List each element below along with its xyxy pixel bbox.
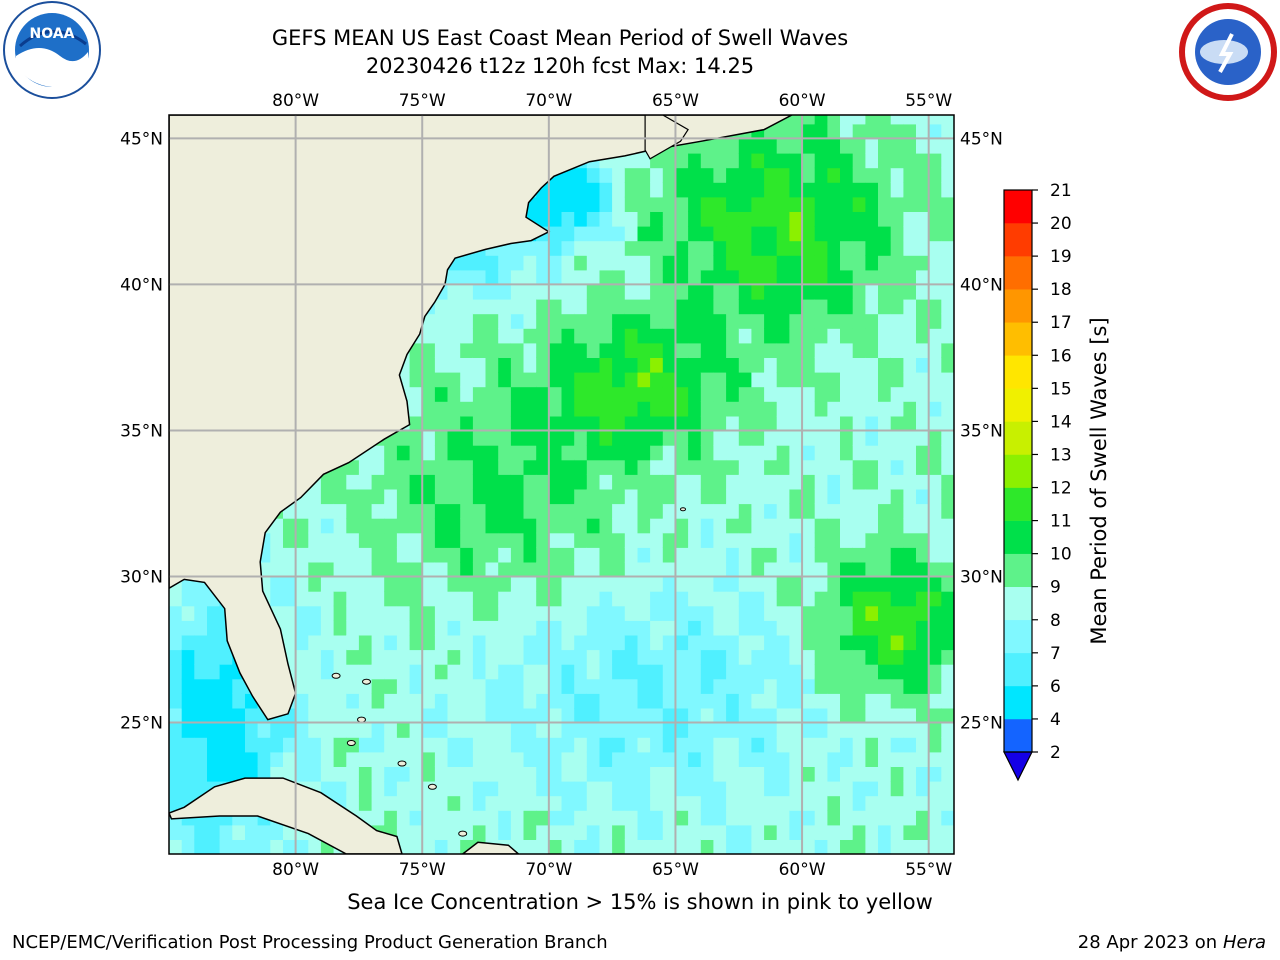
colorbar-tick-label: 21: [1050, 181, 1072, 201]
colorbar-tick-label: 7: [1050, 644, 1061, 664]
colorbar-tick-label: 8: [1050, 611, 1061, 631]
colorbar-swatch: [1004, 421, 1032, 455]
colorbar-tick-label: 4: [1050, 710, 1061, 730]
nova-scotia-land: [644, 115, 689, 160]
colorbar-swatch: [1004, 652, 1032, 687]
lat-tick-label-right: 30°N: [960, 568, 1003, 588]
colorbar-swatch: [1004, 190, 1032, 224]
colorbar-swatch: [1004, 256, 1032, 290]
lon-tick-label-top: 60°W: [779, 91, 826, 111]
run-date: 28 Apr 2023 on Hera: [1078, 932, 1266, 953]
lat-tick-label-left: 35°N: [120, 421, 163, 441]
sea-ice-caption: Sea Ice Concentration > 15% is shown in …: [347, 890, 933, 914]
bahamas-island: [427, 783, 437, 790]
axis-ticks: 80°W 80°W 75°W 75°W 70°W 70°W 65°W 65°W 60°W 60°W…: [120, 91, 1003, 880]
colorbar-swatch: [1004, 289, 1032, 323]
colorbar-swatch: [1004, 355, 1032, 389]
hispaniola-land: [461, 841, 520, 854]
noaa-logo: NOAA: [3, 1, 101, 99]
colorbar-tick-label: 11: [1050, 512, 1072, 532]
lon-tick-label-top: 70°W: [525, 91, 572, 111]
lon-tick-label-top: 80°W: [272, 91, 319, 111]
bahamas-island: [458, 830, 468, 837]
colorbar-tick-label: 17: [1050, 313, 1072, 333]
colorbar-tick-label: 19: [1050, 247, 1072, 267]
colorbar-tick-label: 6: [1050, 677, 1061, 697]
bermuda-island: [680, 507, 686, 512]
land-mask: [169, 115, 793, 854]
colorbar-swatch: [1004, 619, 1032, 654]
colorbar-swatch: [1004, 718, 1032, 753]
bahamas-island: [397, 760, 407, 767]
map-frame: [168, 114, 955, 855]
producer-credit: NCEP/EMC/Verification Post Processing Pr…: [12, 932, 608, 953]
lon-tick-label-top: 75°W: [399, 91, 446, 111]
lon-tick-label-top: 65°W: [652, 91, 699, 111]
colorbar-swatch: [1004, 520, 1032, 554]
lon-tick-label-top: 55°W: [905, 91, 952, 111]
colorbar: 2 4 6 7 8 9 10 11 12 13 14 15 16 17 18 19 20 21 Mean Perio…: [1003, 181, 1111, 782]
lat-lon-grid: [169, 115, 954, 854]
colorbar-swatch: [1004, 553, 1032, 588]
lat-tick-label-left: 40°N: [120, 275, 163, 295]
lat-tick-label-right: 25°N: [960, 714, 1003, 734]
us-east-coast-land: [169, 115, 793, 721]
colorbar-title: Mean Period of Swell Waves [s]: [1087, 317, 1111, 644]
chart-title: GEFS MEAN US East Coast Mean Period of S…: [271, 26, 849, 50]
cuba-land: [169, 777, 403, 854]
svg-text:NOAA: NOAA: [30, 26, 75, 42]
colorbar-min-extension: [1003, 751, 1033, 782]
colorbar-tick-label: 20: [1050, 214, 1072, 234]
colorbar-tick-label: 10: [1050, 545, 1072, 565]
colorbar-tick-label: 9: [1050, 578, 1061, 598]
lon-tick-label-bottom: 75°W: [399, 860, 446, 880]
nws-logo: [1179, 3, 1277, 101]
colorbar-swatch: [1004, 388, 1032, 422]
lat-tick-label-left: 25°N: [120, 714, 163, 734]
colorbar-swatch: [1004, 586, 1032, 621]
chart-subtitle: 20230426 t12z 120h fcst Max: 14.25: [365, 54, 755, 78]
lat-tick-label-left: 30°N: [120, 568, 163, 588]
colorbar-tick-label: 13: [1050, 445, 1072, 465]
lat-tick-label-right: 45°N: [960, 129, 1003, 149]
colorbar-swatch: [1004, 322, 1032, 356]
lat-tick-label-left: 45°N: [120, 129, 163, 149]
bahamas-island: [357, 716, 366, 723]
colorbar-tick-label: 14: [1050, 412, 1072, 432]
lon-tick-label-bottom: 55°W: [905, 860, 952, 880]
colorbar-swatch: [1004, 685, 1032, 720]
colorbar-swatch: [1004, 487, 1032, 521]
lon-tick-label-bottom: 70°W: [525, 860, 572, 880]
colorbar-tick-label: 2: [1050, 743, 1061, 763]
bahamas-island: [346, 740, 356, 746]
bahamas-island: [362, 678, 371, 685]
lon-tick-label-bottom: 60°W: [779, 860, 826, 880]
colorbar-swatch: [1004, 454, 1032, 488]
colorbar-frame: [1003, 189, 1033, 753]
lon-tick-label-bottom: 65°W: [652, 860, 699, 880]
bahamas-island: [331, 672, 341, 679]
lat-tick-label-right: 40°N: [960, 275, 1003, 295]
colorbar-tick-label: 12: [1050, 479, 1072, 499]
run-date-text: 28 Apr 2023 on: [1077, 932, 1218, 953]
lon-tick-label-bottom: 80°W: [272, 860, 319, 880]
run-host: Hera: [1222, 932, 1266, 953]
colorbar-tick-label: 15: [1050, 379, 1072, 399]
colorbar-tick-label: 16: [1050, 346, 1072, 366]
colorbar-swatch: [1004, 223, 1032, 257]
lat-tick-label-right: 35°N: [960, 421, 1003, 441]
colorbar-tick-label: 18: [1050, 280, 1072, 300]
